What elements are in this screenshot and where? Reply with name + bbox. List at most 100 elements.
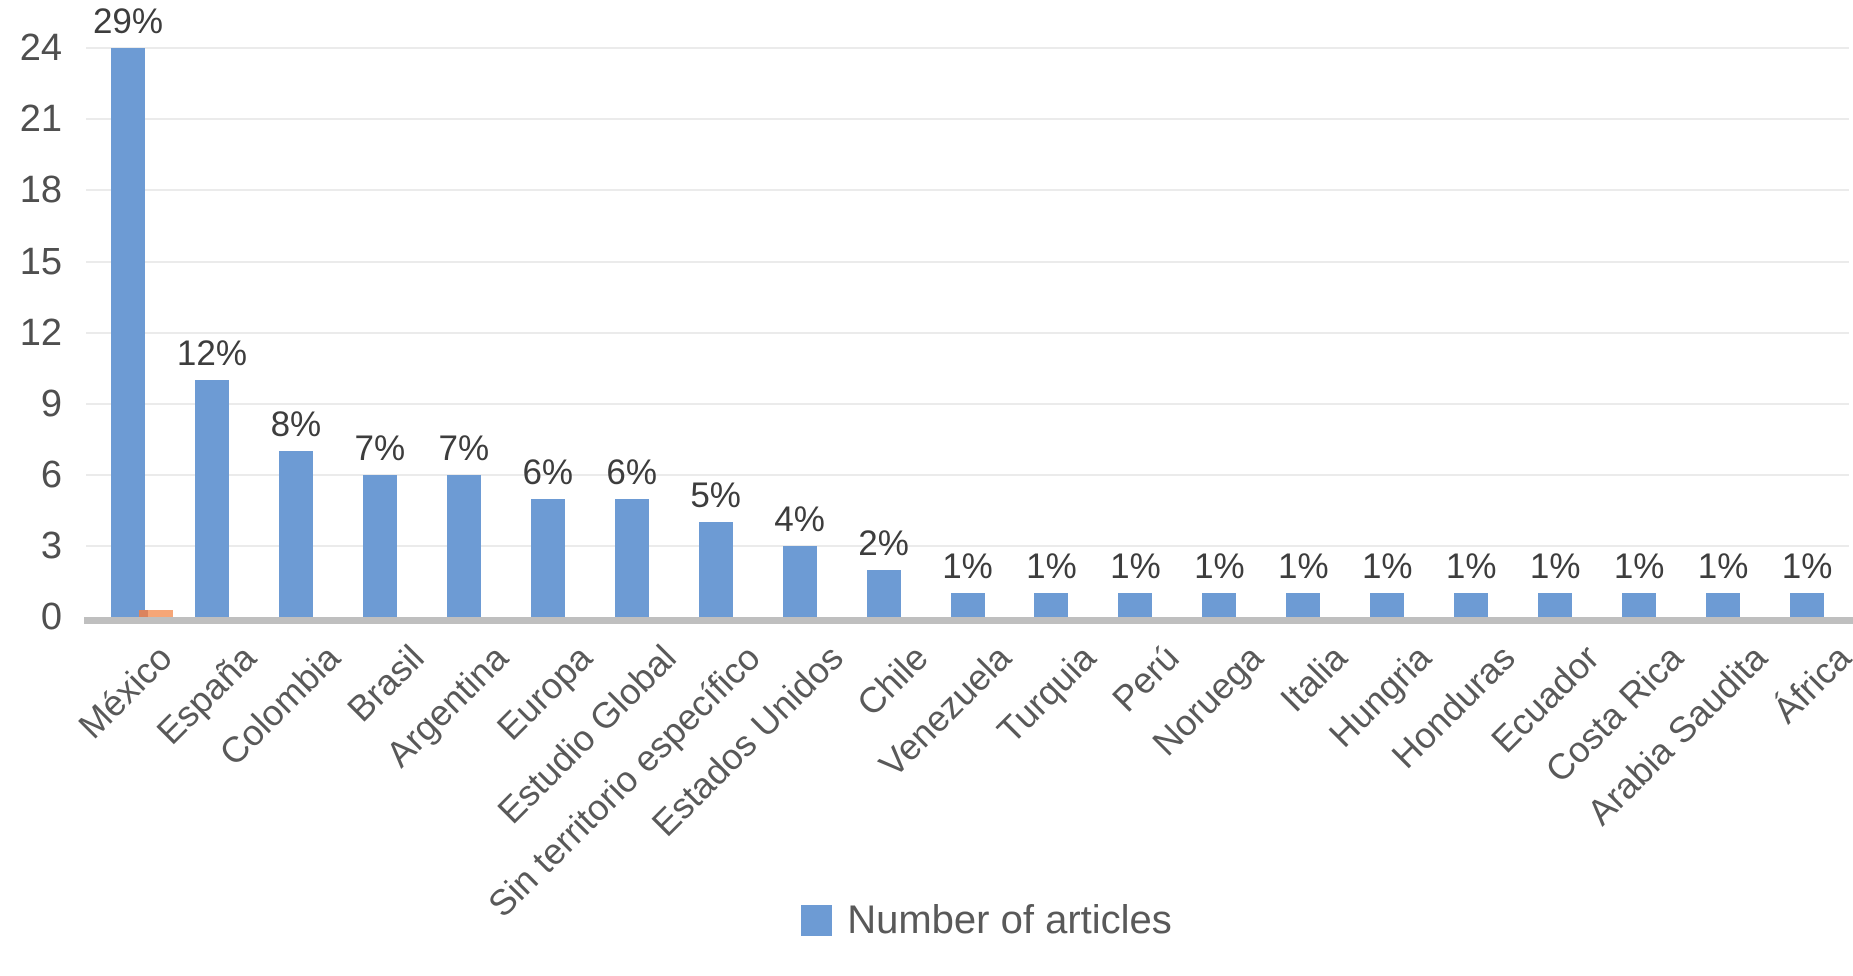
data-label-Sin territorio específico: 5% (690, 476, 741, 516)
x-label-slot-14: Italia (1261, 636, 1355, 886)
x-label-slot-12: Perú (1093, 636, 1187, 886)
gridline-12 (86, 331, 1849, 334)
gridline-18 (86, 189, 1849, 192)
bar-Venezuela (950, 593, 985, 617)
bar-Sin territorio específico (698, 522, 733, 617)
y-tick-label-6: 6 (40, 453, 62, 496)
x-label-slot-16: Honduras (1384, 636, 1523, 886)
bar-Perú (1118, 593, 1153, 617)
y-tick-label-12: 12 (19, 311, 62, 354)
data-label-Hungria: 1% (1361, 547, 1413, 587)
gridline-6 (86, 473, 1849, 476)
category-slot-10: 1% (926, 0, 1010, 617)
category-slot-4: 7% (422, 0, 506, 617)
category-slot-5: 6% (506, 0, 590, 617)
x-label-slot-13: Noruega (1144, 636, 1271, 886)
category-slot-12: 1% (1093, 0, 1177, 617)
data-label-Noruega: 1% (1194, 547, 1245, 587)
x-label-slot-10: Venezuela (871, 636, 1019, 886)
category-slot-15: 1% (1345, 0, 1429, 617)
bar-Ecuador (1538, 593, 1573, 617)
gridline-24 (86, 47, 1849, 50)
y-tick-label-24: 24 (19, 27, 62, 70)
x-axis-line (84, 617, 1853, 624)
bar-Argentina (446, 474, 481, 617)
category-slot-7: 5% (674, 0, 758, 617)
category-slot-1: 12% (170, 0, 254, 617)
bar-Honduras (1454, 593, 1489, 617)
category-slot-13: 1% (1177, 0, 1261, 617)
x-label-slot-19: Arabia Saudita (1579, 636, 1775, 886)
x-label-slot-11: Turquia (989, 636, 1103, 886)
x-axis-labels: México España Colombia Brasil Argentina Europ… (70, 636, 1853, 925)
gridlines (86, 0, 1849, 617)
bar-México (110, 48, 145, 617)
data-label-Arabia Saudita: 1% (1697, 547, 1749, 587)
y-tick-label-15: 15 (19, 240, 62, 283)
data-label-México: 29% (92, 2, 163, 42)
y-tick-label-18: 18 (19, 169, 62, 212)
y-tick-label-9: 9 (40, 382, 62, 425)
data-label-Brasil: 7% (354, 428, 406, 468)
y-tick-label-3: 3 (40, 524, 62, 567)
category-slot-16: 1% (1429, 0, 1513, 617)
bar-Chile (866, 569, 901, 617)
category-slot-19: 1% (1681, 0, 1765, 617)
data-label-África: 1% (1781, 547, 1833, 587)
bar-España (194, 380, 229, 617)
bar-Hungria (1370, 593, 1405, 617)
gridline-15 (86, 260, 1849, 263)
category-slot-14: 1% (1261, 0, 1345, 617)
category-slot-0: 29% (86, 0, 173, 617)
x-label-slot-4: Argentina (378, 636, 516, 886)
data-label-Chile: 2% (858, 523, 909, 563)
data-label-Estados Unidos: 4% (774, 499, 825, 539)
category-slot-2: 8% (254, 0, 338, 617)
category-slot-18: 1% (1597, 0, 1681, 617)
category-slot-20: 1% (1765, 0, 1849, 617)
data-label-Argentina: 7% (438, 428, 490, 468)
data-label-Estudio Global: 6% (606, 452, 657, 492)
data-label-Turquia: 1% (1026, 547, 1077, 587)
data-label-Europa: 6% (522, 452, 574, 492)
bar-secondary-México (138, 610, 173, 617)
data-label-España: 12% (176, 334, 247, 373)
bar-África (1790, 593, 1825, 617)
category-slot-3: 7% (338, 0, 422, 617)
y-axis: 0 3 6 9 12 15 18 21 24 (0, 0, 62, 680)
x-label-slot-8: Estados Unidos (644, 636, 851, 886)
bar-Colombia (278, 451, 313, 617)
data-label-Colombia: 8% (270, 405, 322, 445)
category-slot-17: 1% (1513, 0, 1597, 617)
data-label-Italia: 1% (1278, 547, 1329, 587)
data-label-Venezuela: 1% (942, 547, 993, 587)
data-label-Costa Rica: 1% (1613, 547, 1665, 587)
x-label-slot-2: Colombia (211, 636, 348, 886)
x-label-slot-20: África (1765, 636, 1853, 886)
legend-swatch (801, 905, 833, 936)
bar-Brasil (362, 474, 397, 617)
y-tick-label-0: 0 (40, 596, 62, 638)
x-label-slot-0: México (70, 636, 180, 886)
data-label-Ecuador: 1% (1529, 547, 1581, 587)
bar-Estudio Global (614, 498, 649, 617)
category-slot-6: 6% (590, 0, 674, 617)
legend: Number of articles (60, 898, 1853, 943)
y-tick-label-21: 21 (19, 98, 62, 141)
bar-Costa Rica (1622, 593, 1657, 617)
bar-Italia (1286, 593, 1321, 617)
bar-Turquia (1034, 593, 1069, 617)
bar-Arabia Saudita (1706, 593, 1741, 617)
bar-Europa (530, 498, 565, 617)
plot-area: 29% 12% 8% 7% 7% 6% 6% 5% 4% 2% 1% 1% 1% 1% 1% 1% 1% 1% 1%… (86, 0, 1849, 617)
category-slot-9: 2% (842, 0, 926, 617)
data-label-Perú: 1% (1110, 547, 1161, 587)
legend-label: Number of articles (847, 898, 1172, 942)
category-slot-11: 1% (1009, 0, 1093, 617)
gridline-21 (86, 118, 1849, 121)
data-label-Honduras: 1% (1445, 547, 1497, 587)
gridline-3 (86, 544, 1849, 547)
gridline-9 (86, 402, 1849, 405)
category-slot-8: 4% (758, 0, 842, 617)
